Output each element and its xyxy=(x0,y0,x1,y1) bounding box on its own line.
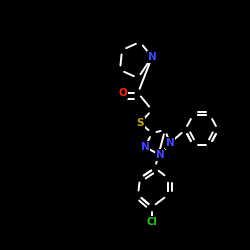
Text: O: O xyxy=(119,88,128,98)
Text: S: S xyxy=(136,118,144,128)
Text: N: N xyxy=(148,52,156,62)
Text: N: N xyxy=(156,150,164,160)
Text: N: N xyxy=(166,138,174,148)
Text: N: N xyxy=(140,142,149,152)
Text: Cl: Cl xyxy=(146,217,158,227)
